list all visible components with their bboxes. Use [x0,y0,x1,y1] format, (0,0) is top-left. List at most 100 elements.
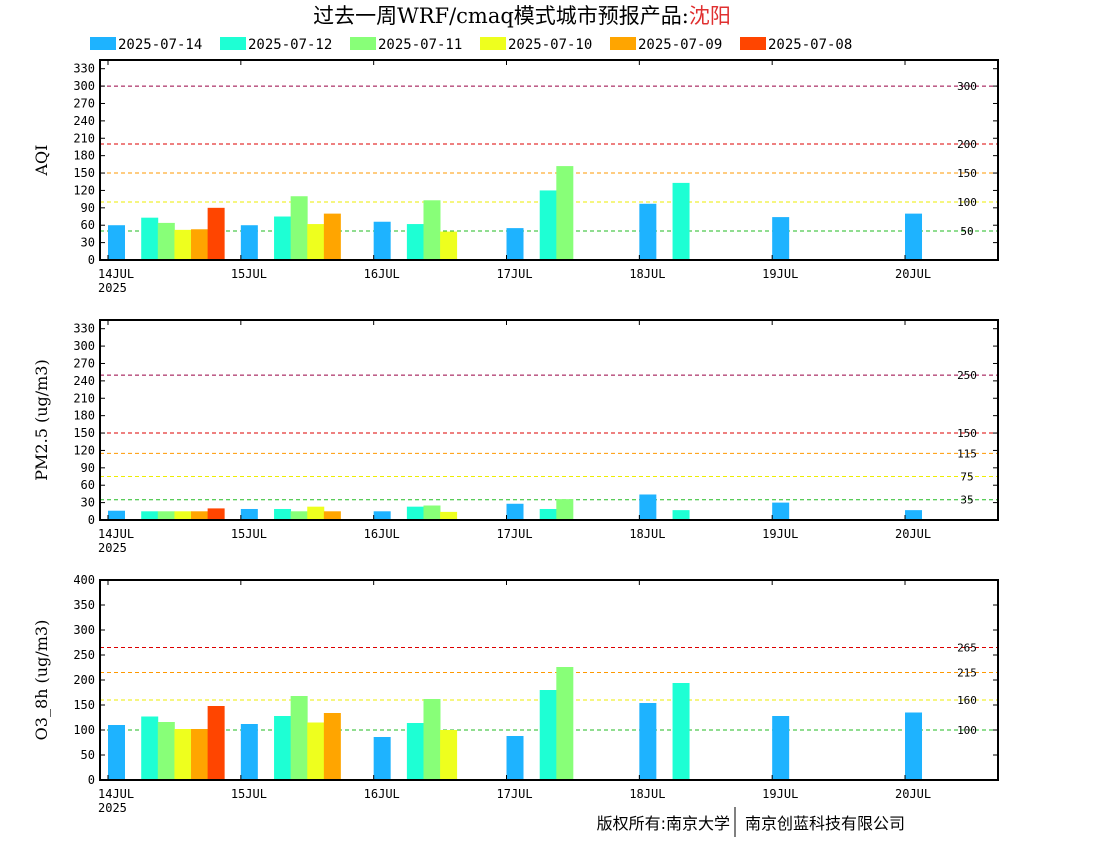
y-tick-label: 240 [73,374,95,388]
bar [207,706,225,780]
threshold-label: 35 [960,494,973,507]
y-tick-label: 90 [81,201,95,215]
bar [772,217,790,260]
bar [323,713,341,780]
bar [373,221,391,260]
bar [672,683,690,780]
y-axis-label: O3_8h (ug/m3) [32,620,51,741]
bar [240,724,258,780]
bar [290,511,308,520]
y-tick-label: 120 [73,183,95,197]
y-tick-label: 30 [81,236,95,250]
bar [307,722,325,780]
chart-panels: 5010015020030003060901201501802102402703… [32,59,999,815]
title-city: 沈阳 [689,4,731,28]
bar [174,511,192,520]
bar [323,213,341,260]
footer-company: 南京创蓝科技有限公司 [745,814,905,833]
y-tick-label: 200 [73,673,95,687]
footer-copyright: 版权所有:南京大学 [597,814,730,833]
bar [406,506,424,520]
x-tick-label: 15JUL [231,787,267,801]
x-tick-label: 19JUL [762,787,798,801]
legend: 2025-07-14 2025-07-12 2025-07-11 2025-07-10… [90,37,852,53]
x-tick-label: 14JUL [98,267,134,281]
y-tick-label: 150 [73,698,95,712]
y-tick-label: 300 [73,623,95,637]
threshold-label: 75 [960,471,973,484]
x-tick-label: 17JUL [497,267,533,281]
legend-label: 2025-07-14 [118,37,202,53]
bar [539,690,557,780]
threshold-label: 115 [957,447,977,460]
y-tick-label: 150 [73,166,95,180]
bar [108,510,125,520]
bar [406,224,424,260]
y-axis-label: AQI [32,145,51,177]
bar [905,213,923,260]
bar [307,506,325,520]
x-tick-label: 14JUL [98,787,134,801]
threshold-label: 215 [957,667,977,680]
x-tick-label: 20JUL [895,267,931,281]
legend-swatch [610,37,636,50]
x-tick-label: 18JUL [629,787,665,801]
y-axis-label: PM2.5 (ug/m3) [32,359,51,480]
bar [506,228,524,260]
bar [905,712,923,780]
x-tick-sublabel: 2025 [98,801,127,815]
bar [772,502,790,520]
bar [539,508,557,520]
bar [639,494,657,520]
bar [274,716,292,780]
bar [274,216,292,260]
x-tick-label: 19JUL [762,527,798,541]
bar [556,667,574,780]
bar [207,207,225,260]
x-tick-label: 16JUL [364,527,400,541]
y-tick-label: 270 [73,96,95,110]
legend-swatch [740,37,766,50]
bar [905,510,923,520]
x-tick-label: 15JUL [231,267,267,281]
y-tick-label: 400 [73,573,95,587]
threshold-label: 100 [957,196,977,209]
chart-panel: 35 75 115 150 250 0 30 60 90 120 150 180 210 240 270 30… [32,319,999,555]
legend-swatch [90,37,116,50]
bar [423,200,441,260]
y-tick-label: 330 [73,62,95,76]
bar [174,729,192,780]
bar [141,217,159,260]
bar [639,203,657,260]
y-tick-label: 270 [73,356,95,370]
threshold-label: 150 [957,167,977,180]
threshold-label: 265 [957,642,977,655]
y-tick-label: 330 [73,322,95,336]
bar [174,229,192,260]
y-tick-label: 100 [73,723,95,737]
x-tick-label: 17JUL [497,787,533,801]
x-tick-sublabel: 2025 [98,541,127,555]
y-tick-label: 240 [73,114,95,128]
legend-swatch [480,37,506,50]
y-tick-label: 0 [88,253,95,267]
bar [157,722,175,780]
y-tick-label: 250 [73,648,95,662]
bar [307,224,325,260]
threshold-label: 250 [957,369,977,382]
x-tick-label: 18JUL [629,267,665,281]
threshold-label: 50 [960,225,973,238]
bar [373,737,391,780]
footer: 版权所有:南京大学 南京创蓝科技有限公司 [597,807,905,837]
y-tick-label: 50 [81,748,95,762]
threshold-label: 160 [957,694,977,707]
x-tick-label: 17JUL [497,527,533,541]
y-tick-label: 0 [88,773,95,787]
x-tick-label: 20JUL [895,527,931,541]
threshold-label: 200 [957,138,977,151]
legend-swatch [350,37,376,50]
bar [290,696,308,780]
threshold-label: 150 [957,427,977,440]
bar [440,730,458,780]
